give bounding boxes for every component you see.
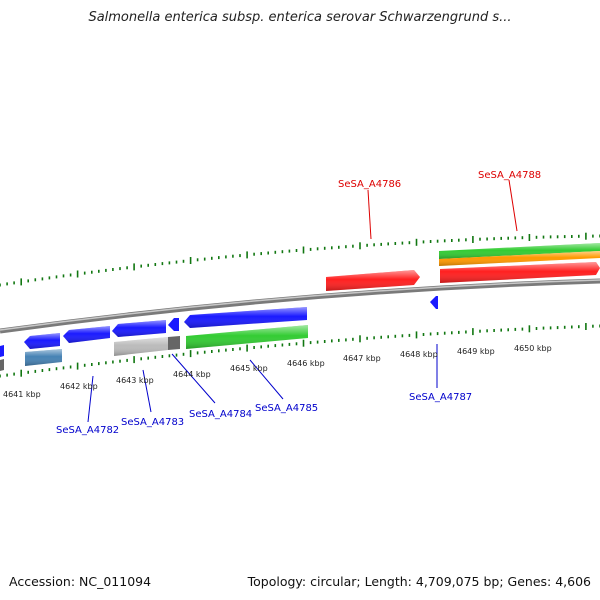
scale-label: 4650 kbp	[514, 344, 552, 353]
genome-backbone	[0, 278, 600, 334]
gene-stub-gray	[0, 359, 4, 371]
gene-arrow-left-edge[interactable]	[0, 345, 4, 357]
lower-tick-ring	[0, 323, 600, 378]
pseudo-gene-gray-shade	[114, 337, 168, 356]
gene-arrow-SeSA_A4786-shade	[326, 270, 420, 291]
label-leader-lines	[87, 179, 518, 423]
rna-gene-green-lower-shade	[186, 325, 308, 349]
gene-labels: SeSA_A4786 SeSA_A4788 SeSA_A4782 SeSA_A4…	[56, 170, 541, 436]
gene-arrow-SeSA_A4783-shade	[63, 326, 110, 343]
scale-label: 4649 kbp	[457, 347, 495, 356]
scale-label: 4645 kbp	[230, 364, 268, 373]
upper-tick-ring	[0, 232, 600, 287]
pseudo-gene-steelblue-shade	[25, 349, 62, 366]
gene-arrow-SeSA_A4784-shade	[112, 320, 166, 337]
pseudo-gene-dark[interactable]	[168, 336, 180, 350]
gene-label-SeSA_A4786[interactable]: SeSA_A4786	[338, 179, 401, 190]
gene-arrow-small[interactable]	[168, 318, 179, 331]
gene-arrow-SeSA_A4785-shade	[184, 307, 307, 328]
scale-label: 4643 kbp	[116, 376, 154, 385]
gene-arrow-SeSA_A4782-shade	[24, 333, 60, 349]
scale-labels: 4641 kbp 4642 kbp 4643 kbp 4644 kbp 4645…	[3, 344, 552, 399]
gene-label-SeSA_A4788[interactable]: SeSA_A4788	[478, 170, 541, 181]
scale-label: 4641 kbp	[3, 390, 41, 399]
scale-label: 4642 kbp	[60, 382, 98, 391]
gene-label-SeSA_A4783[interactable]: SeSA_A4783	[121, 417, 184, 428]
topology-summary: Topology: circular; Length: 4,709,075 bp…	[247, 574, 591, 589]
gene-label-SeSA_A4782[interactable]: SeSA_A4782	[56, 425, 119, 436]
gene-label-SeSA_A4785[interactable]: SeSA_A4785	[255, 403, 318, 414]
forward-strand-genes	[326, 243, 600, 291]
scale-label: 4648 kbp	[400, 350, 438, 359]
gene-arrow-SeSA_A4787[interactable]	[430, 296, 438, 309]
gene-label-SeSA_A4784[interactable]: SeSA_A4784	[189, 409, 252, 420]
rna-gene-orange-shade	[439, 251, 600, 266]
reverse-strand-genes	[0, 296, 438, 371]
gene-label-SeSA_A4787[interactable]: SeSA_A4787	[409, 392, 472, 403]
map-title: Salmonella enterica subsp. enterica sero…	[88, 10, 512, 25]
rna-gene-green-shade	[439, 243, 600, 259]
scale-label: 4647 kbp	[343, 354, 381, 363]
genome-backbone-highlight	[0, 279, 600, 331]
gene-arrow-SeSA_A4788-shade	[440, 262, 600, 283]
scale-label: 4644 kbp	[173, 370, 211, 379]
scale-label: 4646 kbp	[287, 359, 325, 368]
accession-text: Accession: NC_011094	[9, 574, 152, 589]
